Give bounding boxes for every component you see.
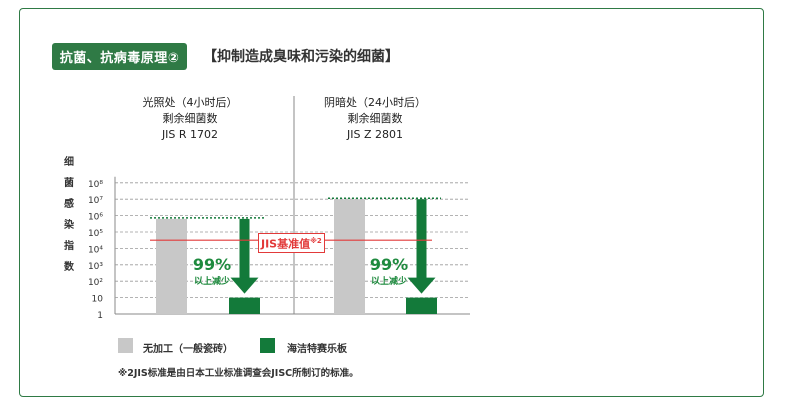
- legend-swatch-untreated: [118, 338, 133, 353]
- principle-badge: 抗菌、抗病毒原理②: [52, 43, 187, 70]
- reduction-text-dark: 以上减少: [370, 277, 407, 287]
- panel-heading-line: 光照处（4小时后）: [142, 96, 238, 109]
- y-axis-label-char: 指: [64, 241, 74, 252]
- jis-reference-mark: ※2: [310, 237, 322, 245]
- bar-untreated: [334, 199, 365, 314]
- y-tick-label: 10²: [88, 278, 103, 288]
- arrow-shaft: [239, 218, 250, 280]
- legend-swatch-treated: [260, 338, 275, 353]
- y-tick-label: 10⁸: [88, 180, 103, 190]
- jis-reference-label: JIS基准值※2: [258, 233, 325, 253]
- bar-untreated: [156, 218, 187, 314]
- bar-treated: [406, 297, 437, 314]
- panel-heading-dark: 阴暗处（24小时后） 剩余细菌数 JIS Z 2801: [300, 95, 450, 143]
- y-axis-label-char: 数: [64, 262, 74, 273]
- jis-reference-text: JIS基准值: [261, 237, 311, 251]
- panel-heading-line: 剩余细菌数: [347, 112, 403, 125]
- y-tick-label: 10: [92, 295, 104, 305]
- reduction-text-light: 以上减少: [193, 277, 230, 287]
- arrow-shaft: [416, 199, 427, 280]
- panel-heading-line: JIS R 1702: [161, 128, 219, 141]
- y-axis-label: 细菌感染指数: [61, 152, 77, 278]
- legend-label-treated: 海洁特赛乐板: [287, 344, 347, 355]
- legend-label-untreated: 无加工（一般瓷砖）: [143, 344, 233, 355]
- y-axis-label-char: 细: [64, 157, 74, 168]
- y-tick-label: 10⁷: [88, 196, 103, 206]
- panel-heading-light: 光照处（4小时后） 剩余细菌数 JIS R 1702: [115, 95, 265, 143]
- content-frame: [19, 8, 764, 397]
- y-tick-label: 10³: [88, 262, 103, 272]
- y-axis-label-char: 感: [64, 199, 74, 210]
- reduction-percent-light: 99%: [192, 255, 232, 274]
- bar-treated: [229, 297, 260, 314]
- y-tick-label: 1: [97, 311, 103, 321]
- y-tick-label: 10⁶: [88, 213, 103, 223]
- reduction-percent-dark: 99%: [369, 255, 409, 274]
- footnote: ※2JIS标准是由日本工业标准调查会JISC所制订的标准。: [118, 368, 359, 379]
- arrow-head: [230, 277, 259, 294]
- panel-heading-line: 阴暗处（24小时后）: [324, 96, 426, 109]
- section-subtitle: 【抑制造成臭味和污染的细菌】: [203, 49, 399, 65]
- y-axis-label-char: 菌: [64, 178, 74, 189]
- y-tick-label: 10⁴: [88, 245, 103, 255]
- arrow-head: [407, 277, 436, 294]
- y-tick-label: 10⁵: [88, 229, 103, 239]
- y-axis-label-char: 染: [64, 220, 74, 231]
- panel-heading-line: 剩余细菌数: [162, 112, 218, 125]
- panel-heading-line: JIS Z 2801: [347, 128, 403, 141]
